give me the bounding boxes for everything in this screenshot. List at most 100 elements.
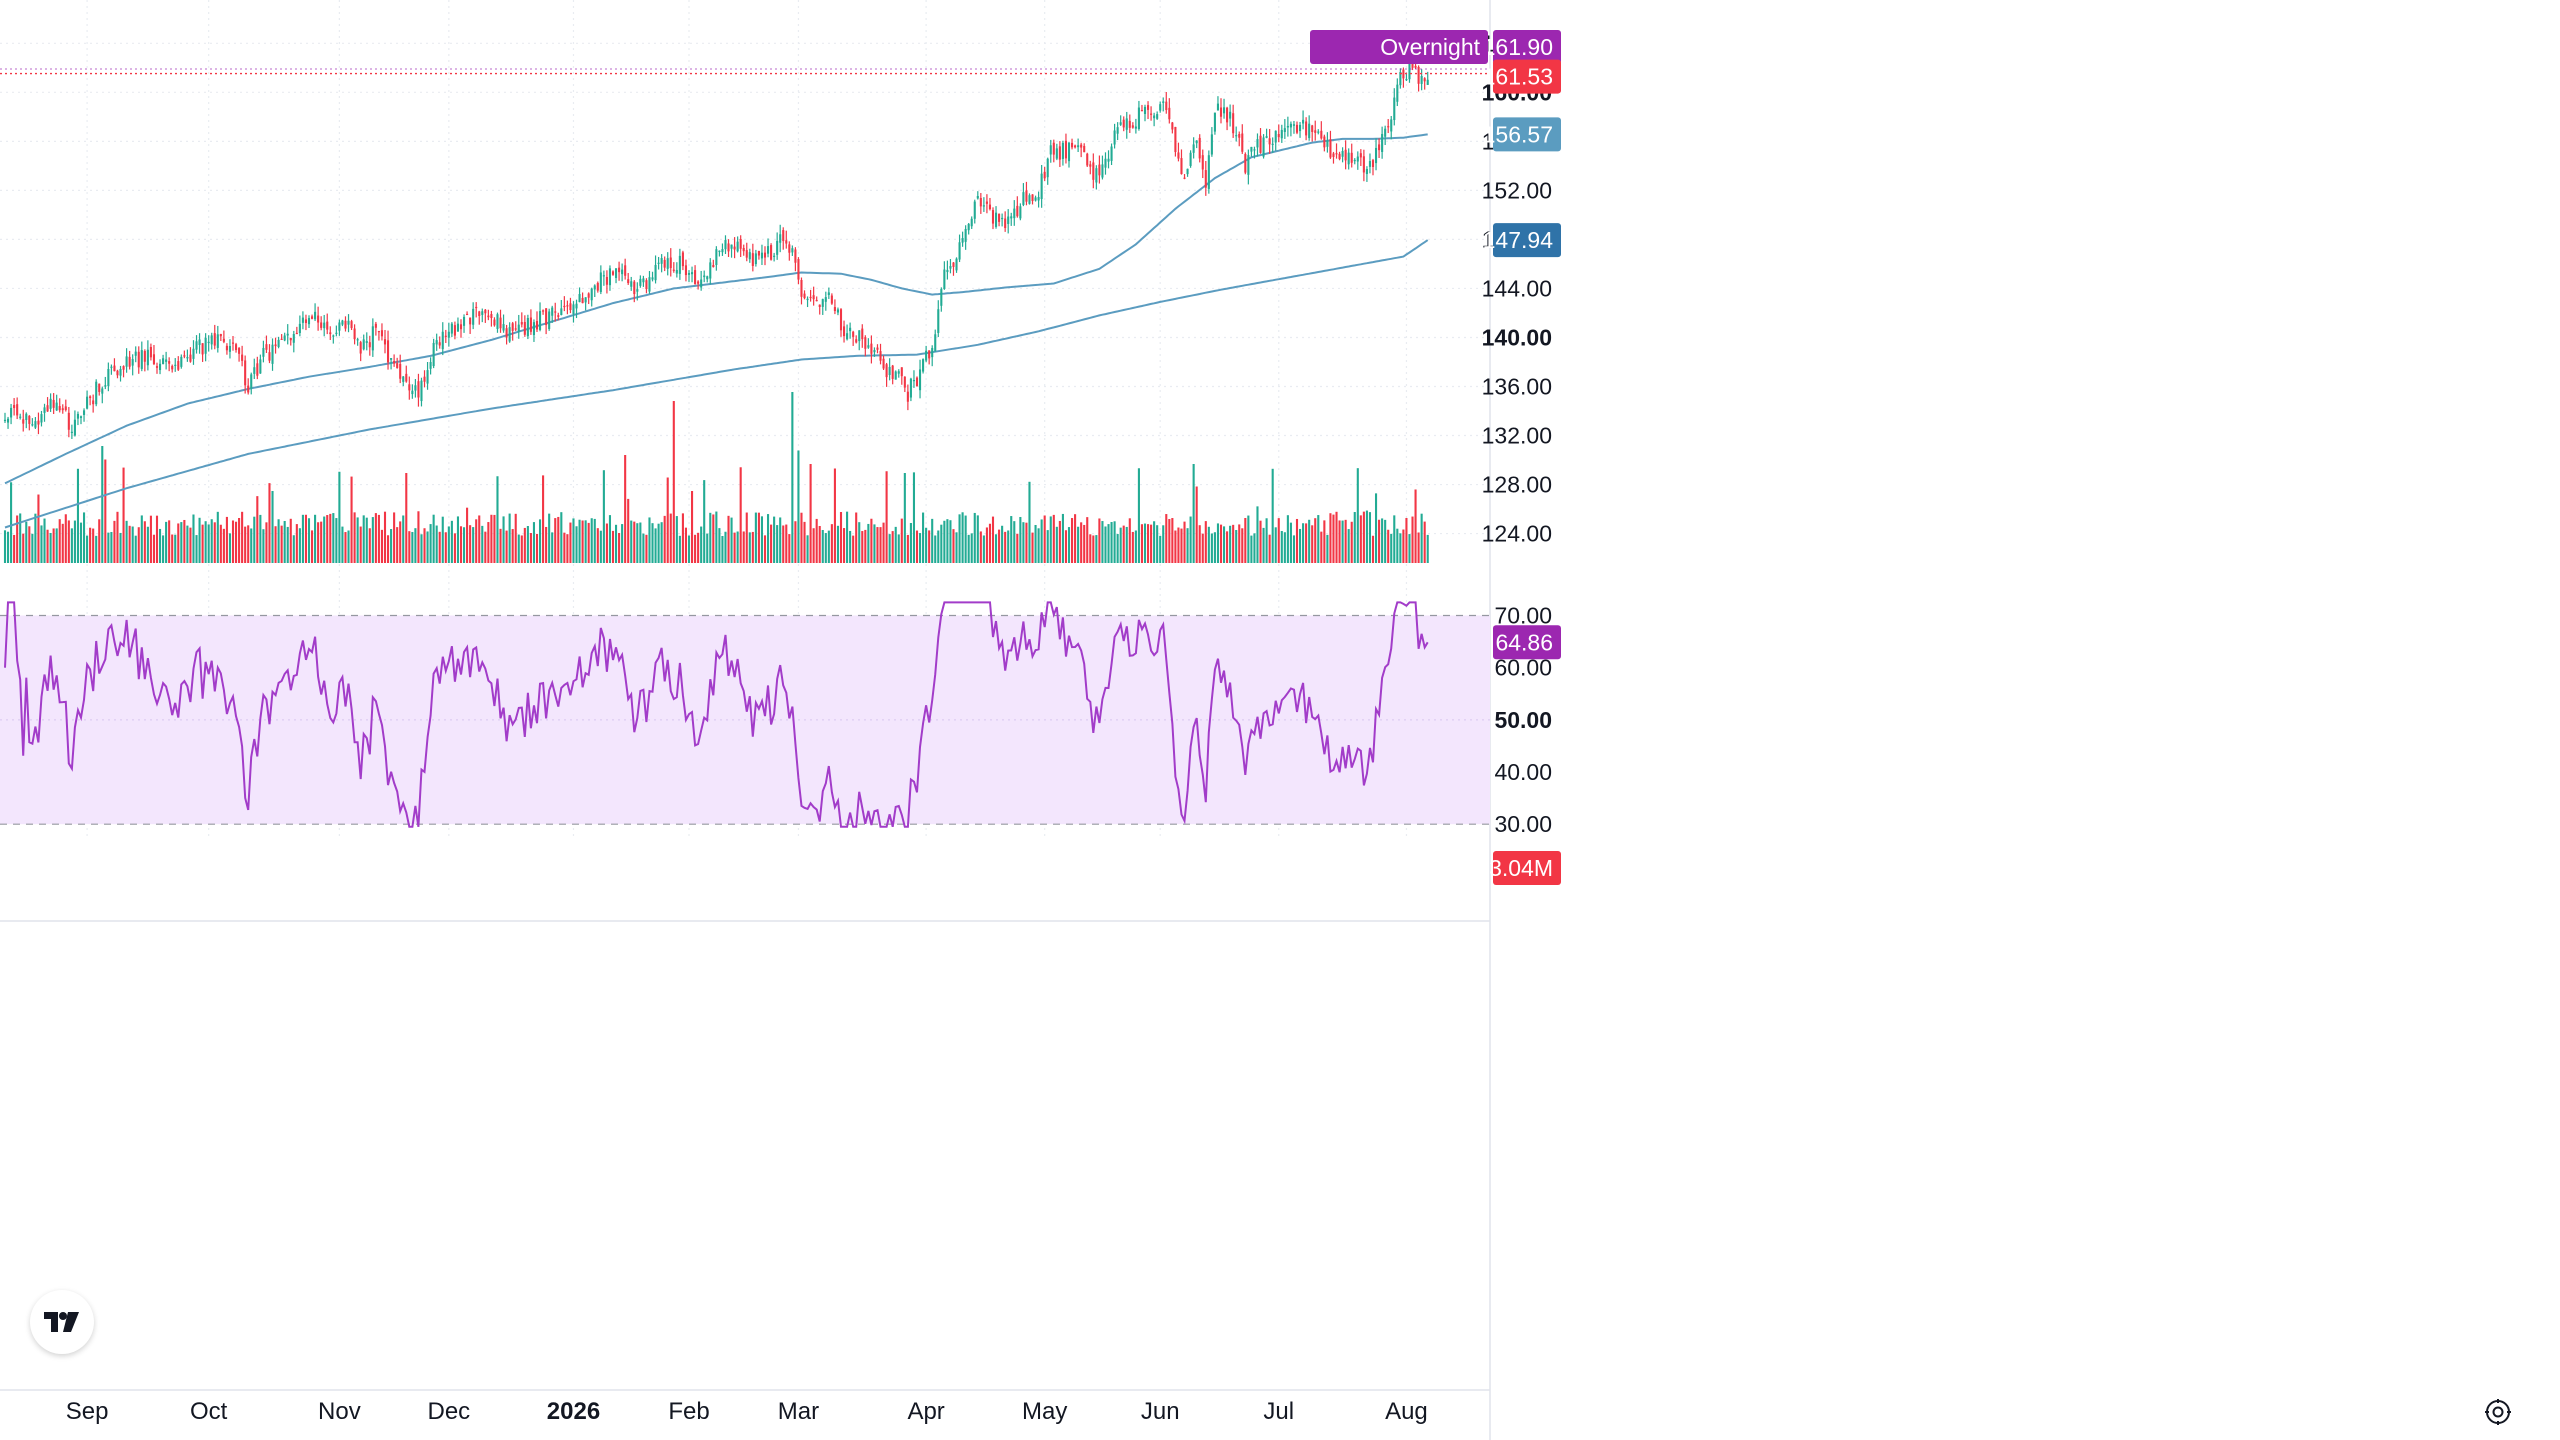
volume-bar: [265, 522, 268, 563]
candle-body: [1110, 146, 1113, 161]
candle-body: [1381, 133, 1384, 152]
volume-bar: [697, 532, 700, 563]
candle-body: [347, 320, 350, 325]
time-tick-label: Mar: [778, 1398, 819, 1425]
candle-body: [770, 245, 773, 260]
volume-bar: [560, 512, 563, 563]
candle-body: [511, 323, 514, 331]
volume-bar: [493, 514, 496, 563]
volume-bar: [1387, 529, 1390, 563]
volume-bar: [1341, 520, 1344, 563]
candle-body: [1098, 164, 1101, 176]
candle-body: [362, 339, 365, 350]
volume-bar: [542, 475, 545, 563]
volume-bar: [76, 468, 80, 563]
candle-body: [818, 304, 821, 307]
volume-bar: [353, 512, 356, 563]
tradingview-logo[interactable]: [30, 1290, 94, 1354]
volume-bar: [198, 517, 201, 563]
volume-bar: [940, 524, 943, 563]
chart-settings-button[interactable]: [2478, 1392, 2518, 1432]
candle-body: [991, 210, 995, 224]
volume-bar: [1216, 523, 1220, 563]
volume-bar: [286, 526, 289, 563]
time-tick-label: Apr: [907, 1398, 944, 1425]
volume-bar: [672, 401, 675, 563]
volume-bar: [1162, 525, 1165, 563]
volume-bar: [1153, 521, 1156, 563]
candle-body: [128, 356, 131, 367]
candle-body: [882, 358, 885, 369]
candle-body: [225, 345, 228, 351]
candle-body: [1198, 137, 1201, 159]
candle-body: [228, 345, 232, 352]
candle-body: [1010, 216, 1013, 219]
volume-bar: [1101, 521, 1104, 563]
volume-bar: [657, 523, 660, 563]
volume-bar: [37, 494, 40, 563]
candle-body: [520, 322, 523, 325]
volume-bar: [1043, 515, 1046, 563]
candle-body: [116, 370, 119, 376]
candle-body: [329, 332, 332, 335]
volume-bar: [1080, 522, 1083, 563]
candle-body: [1411, 62, 1414, 68]
volume-bar: [1122, 525, 1125, 563]
last-price-badge-bg: [1493, 59, 1561, 94]
volume-bar: [98, 519, 101, 563]
volume-bar: [776, 525, 779, 563]
volume-bar: [207, 524, 210, 563]
candle-body: [821, 299, 824, 307]
candle-body: [730, 244, 733, 249]
volume-bar: [1359, 515, 1362, 563]
candle-body: [1390, 119, 1393, 132]
volume-bar: [441, 516, 444, 563]
volume-bar: [931, 518, 934, 563]
candle-body: [1362, 156, 1365, 173]
volume-bar: [1420, 513, 1423, 563]
candle-body: [1174, 126, 1177, 153]
volume-bar: [1064, 530, 1068, 563]
candle-body: [1031, 194, 1034, 201]
candle-body: [323, 322, 326, 329]
volume-bar: [1010, 516, 1013, 563]
candle-body: [1156, 114, 1159, 119]
volume-bar: [1292, 535, 1296, 563]
ma200-line: [4, 239, 1429, 529]
volume-bar: [514, 513, 517, 563]
candle-body: [253, 367, 256, 374]
candle-body: [1122, 119, 1125, 128]
volume-bar: [1408, 534, 1411, 563]
candle-body: [636, 289, 639, 292]
candle-body: [386, 340, 390, 363]
candle-body: [1402, 69, 1405, 79]
candle-body: [462, 316, 466, 326]
volume-bar: [1411, 516, 1414, 563]
volume-bar: [289, 518, 292, 563]
volume-bar: [967, 534, 970, 563]
candle-body: [393, 360, 396, 364]
volume-bar: [1171, 518, 1174, 563]
candle-body: [1201, 155, 1204, 170]
candle-body: [803, 293, 806, 299]
volume-bar: [1241, 528, 1244, 563]
volume-bar: [152, 534, 156, 563]
candle-body: [377, 330, 380, 333]
candle-body: [1080, 144, 1083, 148]
candle-body: [1040, 173, 1043, 200]
volume-bar: [238, 517, 241, 563]
candle-body: [1408, 63, 1411, 80]
candle-body: [34, 421, 37, 428]
candle-body: [371, 326, 374, 351]
candle-body: [1426, 79, 1429, 85]
candle-body: [1128, 120, 1131, 128]
volume-bar: [1192, 464, 1195, 563]
last-price-badge-text: 161.53: [1483, 64, 1553, 90]
volume-bar: [745, 512, 748, 563]
rsi-tick-label: 30.00: [1494, 811, 1552, 837]
volume-bar: [350, 476, 353, 563]
candle-body: [365, 341, 368, 343]
candle-body: [596, 282, 599, 291]
volume-bar: [478, 515, 481, 563]
